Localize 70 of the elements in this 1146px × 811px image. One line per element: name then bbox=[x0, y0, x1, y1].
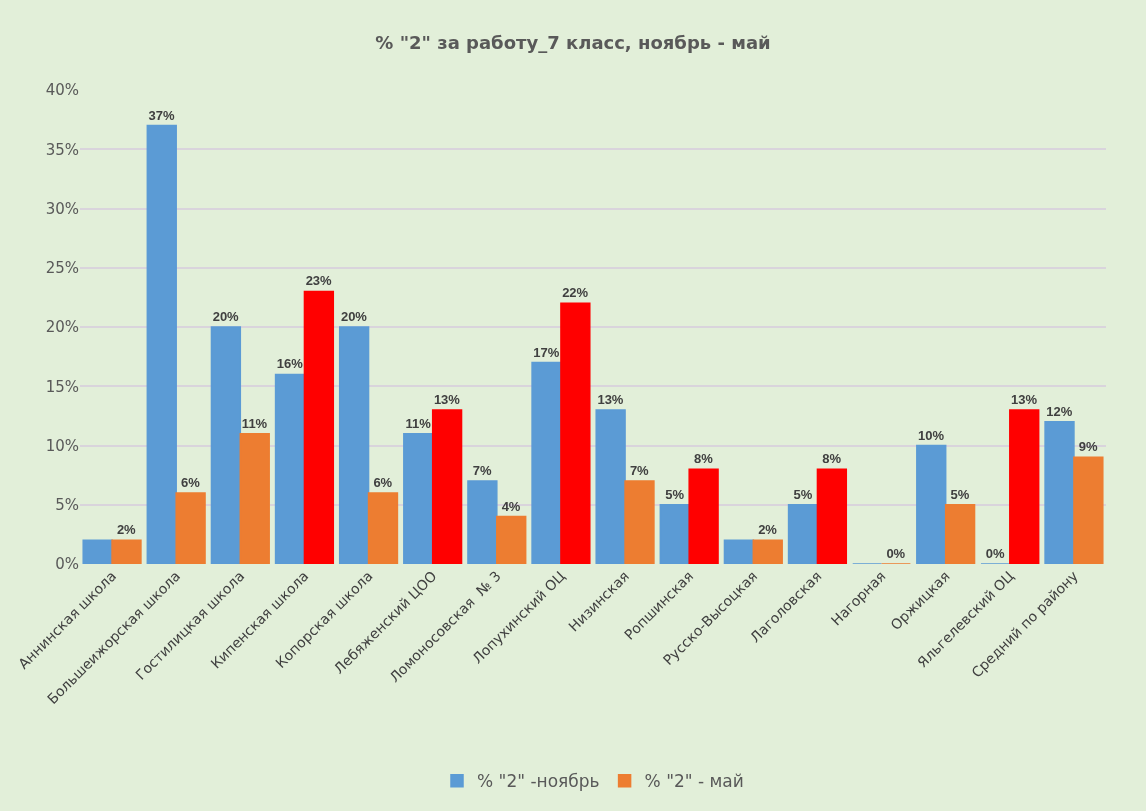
legend-label: % "2" -ноябрь bbox=[477, 771, 600, 792]
legend-label: % "2" - май bbox=[644, 771, 744, 792]
data-label: 10% bbox=[918, 427, 945, 443]
y-tick-label: 0% bbox=[55, 555, 79, 574]
bar bbox=[531, 361, 562, 564]
bar bbox=[367, 492, 399, 564]
bar bbox=[595, 409, 626, 564]
data-label: 11% bbox=[405, 415, 432, 431]
bar bbox=[146, 124, 177, 564]
chart-title: % "2" за работу_7 класс, ноябрь - май bbox=[375, 32, 771, 54]
bar bbox=[944, 504, 976, 564]
bar bbox=[752, 539, 783, 564]
y-tick-label: 10% bbox=[45, 436, 79, 455]
data-label: 5% bbox=[793, 486, 813, 502]
bar bbox=[431, 409, 463, 564]
bar bbox=[274, 373, 306, 564]
data-label: 20% bbox=[212, 309, 240, 324]
data-label: 0% bbox=[985, 546, 1005, 561]
bar bbox=[467, 480, 498, 564]
bar bbox=[82, 539, 113, 564]
bar bbox=[175, 492, 206, 564]
data-label: 11% bbox=[241, 415, 268, 431]
data-label: 13% bbox=[433, 391, 461, 407]
bar bbox=[916, 444, 947, 564]
data-label: 8% bbox=[694, 451, 714, 467]
bar bbox=[816, 468, 848, 564]
bar bbox=[723, 539, 755, 564]
data-label: 0% bbox=[886, 546, 906, 561]
bar bbox=[787, 504, 819, 564]
bar bbox=[111, 539, 142, 564]
data-label: 22% bbox=[562, 285, 589, 301]
bar bbox=[403, 432, 434, 564]
y-tick-label: 15% bbox=[45, 377, 79, 396]
bar bbox=[659, 504, 690, 564]
data-label: 6% bbox=[181, 474, 201, 490]
data-label: 23% bbox=[305, 273, 333, 289]
bar bbox=[338, 326, 370, 564]
data-label: 7% bbox=[629, 463, 650, 479]
data-label: 16% bbox=[276, 356, 304, 372]
y-tick-label: 25% bbox=[45, 259, 79, 277]
bar bbox=[303, 290, 335, 564]
data-label: 2% bbox=[758, 522, 778, 538]
data-label: 5% bbox=[950, 486, 970, 502]
data-label: 8% bbox=[822, 451, 842, 467]
bar bbox=[560, 302, 591, 564]
bar bbox=[1009, 409, 1040, 564]
data-label: 13% bbox=[1011, 391, 1038, 407]
data-label: 12% bbox=[1046, 403, 1073, 419]
data-label: 17% bbox=[533, 344, 560, 360]
data-label: 9% bbox=[1078, 439, 1098, 455]
y-tick-label: 40% bbox=[45, 81, 79, 100]
data-label: 6% bbox=[373, 474, 393, 490]
bar bbox=[688, 468, 719, 564]
data-label: 13% bbox=[597, 391, 624, 407]
data-label: 5% bbox=[665, 486, 685, 502]
bar bbox=[1044, 421, 1075, 564]
data-label: 37% bbox=[148, 107, 175, 123]
bar bbox=[496, 515, 527, 564]
data-label: 4% bbox=[501, 498, 521, 514]
y-tick-label: 30% bbox=[45, 199, 79, 218]
y-tick-label: 5% bbox=[55, 496, 79, 514]
y-tick-label: 20% bbox=[45, 318, 79, 337]
y-tick-label: 35% bbox=[45, 140, 79, 159]
bar bbox=[210, 326, 242, 564]
bar bbox=[1073, 456, 1104, 564]
bar bbox=[624, 480, 655, 564]
bar bbox=[239, 432, 270, 564]
data-label: 7% bbox=[472, 463, 492, 479]
data-label: 20% bbox=[340, 309, 368, 324]
data-label: 2% bbox=[116, 522, 137, 538]
